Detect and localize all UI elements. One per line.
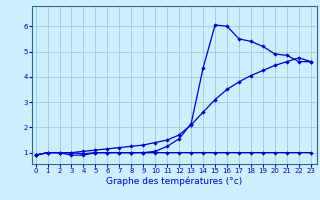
X-axis label: Graphe des températures (°c): Graphe des températures (°c)	[106, 177, 243, 186]
